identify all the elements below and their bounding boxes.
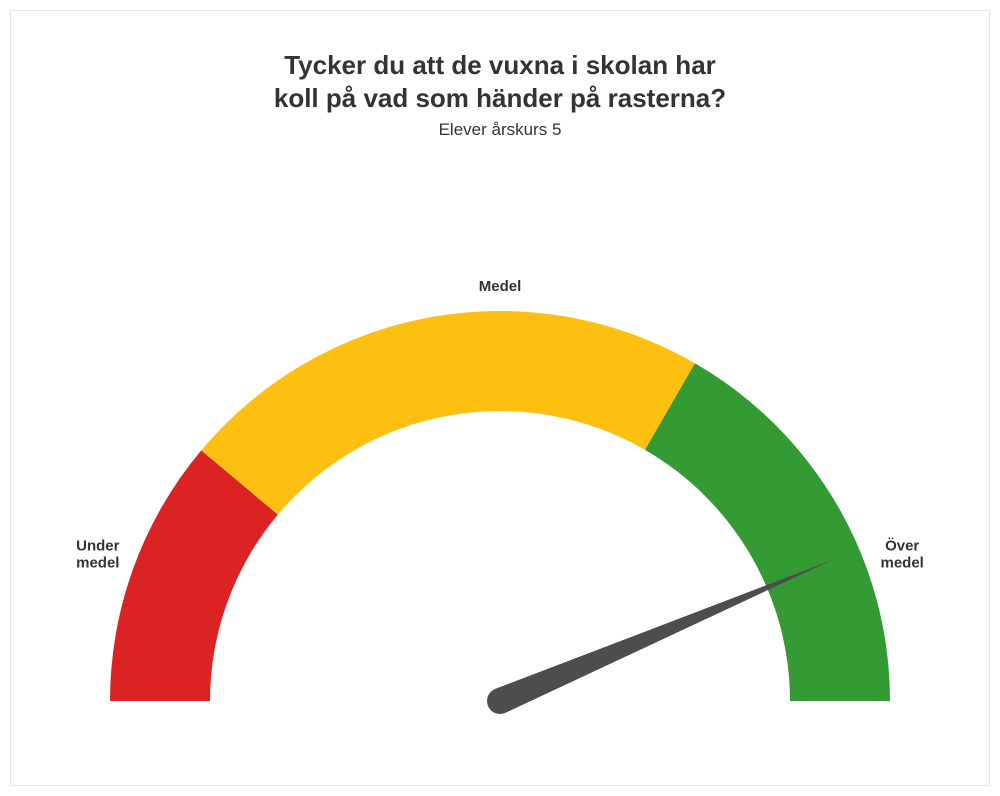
gauge-segment-1 [201,311,695,515]
chart-subtitle: Elever årskurs 5 [11,120,989,140]
chart-titles: Tycker du att de vuxna i skolan har koll… [11,49,989,140]
gauge-segment-label-1: Medel [479,278,522,295]
title-line-2: koll på vad som händer på rasterna? [274,83,726,113]
gauge-container: Undermedel Medel Övermedel [11,181,989,741]
gauge-chart: Undermedel Medel Övermedel [20,181,980,741]
title-line-1: Tycker du att de vuxna i skolan har [284,50,716,80]
chart-title: Tycker du att de vuxna i skolan har koll… [11,49,989,114]
gauge-segment-label-0: Undermedel [76,538,120,572]
chart-card: Tycker du att de vuxna i skolan har koll… [10,10,990,786]
gauge-segment-2 [645,363,890,701]
gauge-needle [495,560,831,713]
gauge-needle-hub [487,688,513,714]
gauge-segment-label-2: Övermedel [881,538,924,572]
